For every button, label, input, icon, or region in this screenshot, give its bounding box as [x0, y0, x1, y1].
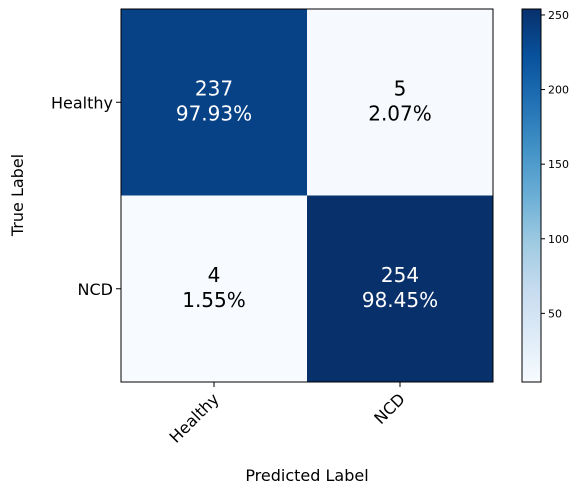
- cell-count-0-0: 237: [195, 76, 233, 100]
- y-tick-label: NCD: [78, 280, 113, 299]
- cell-percent-0-1: 2.07%: [368, 101, 432, 125]
- matrix-cell-1-1: [307, 195, 493, 382]
- colorbar-ticks: 50 100 150 200 250: [541, 9, 569, 320]
- cell-count-1-1: 254: [381, 263, 419, 287]
- cell-percent-1-0: 1.55%: [182, 288, 246, 312]
- matrix-cell-0-1: [307, 9, 493, 196]
- colorbar-tick-label: 250: [548, 9, 569, 22]
- colorbar: [521, 8, 542, 383]
- cell-percent-1-1: 98.45%: [362, 288, 438, 312]
- colorbar-tick-label: 200: [548, 84, 569, 97]
- plot-frame: [120, 8, 494, 383]
- cell-percent-0-0: 97.93%: [176, 101, 252, 125]
- y-axis-ticks: Healthy NCD: [51, 93, 121, 299]
- colorbar-tick-label: 150: [548, 158, 569, 171]
- y-tick-label: Healthy: [51, 93, 113, 112]
- x-tick-label: NCD: [370, 389, 409, 428]
- x-axis-ticks: Healthy NCD: [166, 382, 409, 447]
- matrix-cell-1-0: [121, 195, 307, 382]
- colorbar-tick-label: 100: [548, 233, 569, 246]
- matrix-cell-0-0: [121, 9, 307, 196]
- colorbar-tick-label: 50: [548, 307, 562, 320]
- cell-count-1-0: 4: [208, 263, 221, 287]
- x-axis-title: Predicted Label: [245, 466, 368, 485]
- cell-count-0-1: 5: [394, 76, 407, 100]
- y-axis-title: True Label: [8, 154, 27, 237]
- x-tick-label: Healthy: [166, 389, 223, 446]
